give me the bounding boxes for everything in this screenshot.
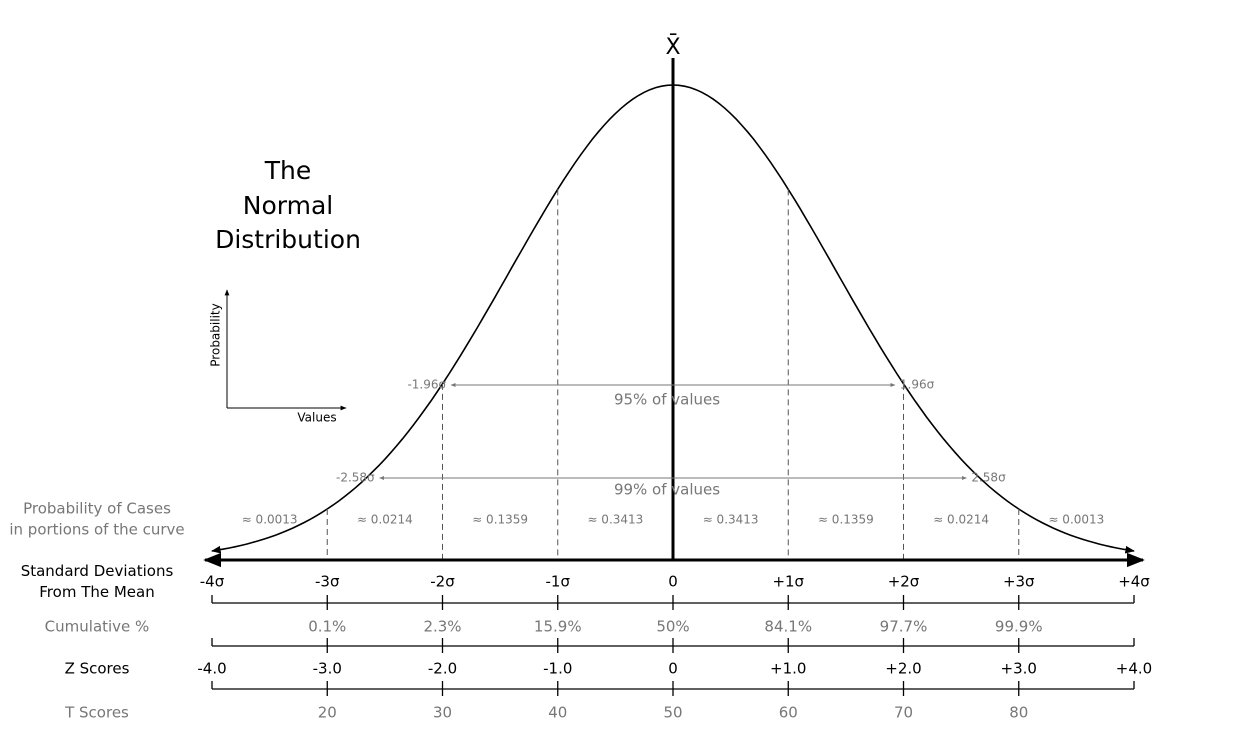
row-tick: 30 [433, 704, 452, 722]
interval-lower: -1.96σ [407, 378, 446, 392]
row-tick: 99.9% [995, 618, 1043, 636]
row-label: T Scores [64, 704, 129, 722]
row-tick: +1σ [772, 573, 804, 591]
row-tick: -1σ [546, 573, 571, 591]
row-tick: +4.0 [1116, 660, 1152, 678]
interval-label: 99% of values [614, 481, 720, 499]
row-tick: +4σ [1118, 573, 1150, 591]
row-tick: -2.0 [428, 660, 457, 678]
row-tick: +3σ [1003, 573, 1035, 591]
row-tick: 20 [318, 704, 337, 722]
title-line: Distribution [215, 225, 361, 254]
cases-label: Probability of Cases [23, 500, 171, 518]
row-tick: 2.3% [423, 618, 461, 636]
cases-value: ≈ 0.0013 [242, 513, 298, 527]
interval-upper: 2.58σ [971, 471, 1006, 485]
row-label: Z Scores [65, 660, 130, 678]
mean-label: X̄ [665, 34, 680, 60]
row-tick: 40 [548, 704, 567, 722]
row-tick: +3.0 [1001, 660, 1037, 678]
row-tick: +2.0 [885, 660, 921, 678]
row-tick: -3σ [315, 573, 340, 591]
row-label: Cumulative % [45, 618, 150, 636]
row-label: Standard Deviations [21, 562, 174, 580]
row-tick: 15.9% [534, 618, 582, 636]
row-tick: 80 [1009, 704, 1028, 722]
row-tick: 84.1% [764, 618, 812, 636]
cases-value: ≈ 0.3413 [703, 513, 759, 527]
cases-value: ≈ 0.0214 [933, 513, 989, 527]
row-tick: -2σ [430, 573, 455, 591]
cases-value: ≈ 0.3413 [587, 513, 643, 527]
distribution: -1.96σ 1.96σ 95% of values -2.58σ 2.58σ 99% o… [9, 58, 1152, 722]
row-tick: +2σ [888, 573, 920, 591]
interval-upper: 1.96σ [900, 378, 935, 392]
cases-value: ≈ 0.0214 [357, 513, 413, 527]
row-tick: 60 [779, 704, 798, 722]
row-tick: -1.0 [543, 660, 572, 678]
row-tick: 0.1% [308, 618, 346, 636]
cases-label: in portions of the curve [9, 521, 184, 539]
title-line: The [264, 156, 312, 185]
row-tick: -4σ [200, 573, 225, 591]
row-tick: 50% [656, 618, 689, 636]
row-label: From The Mean [39, 583, 154, 601]
title-line: Normal [243, 191, 333, 220]
interval-label: 95% of values [614, 391, 720, 409]
icon-y-label: Probability [209, 303, 223, 366]
row-tick: 97.7% [880, 618, 928, 636]
row-tick: 0 [668, 573, 678, 591]
row-tick: 70 [894, 704, 913, 722]
cases-value: ≈ 0.0013 [1048, 513, 1104, 527]
row-tick: 50 [663, 704, 682, 722]
row-tick: -4.0 [197, 660, 226, 678]
interval-lower: -2.58σ [336, 471, 375, 485]
row-tick: 0 [668, 660, 678, 678]
row-tick: -3.0 [313, 660, 342, 678]
row-tick: +1.0 [770, 660, 806, 678]
icon-x-label: Values [297, 411, 336, 425]
cases-value: ≈ 0.1359 [818, 513, 874, 527]
cases-value: ≈ 0.1359 [472, 513, 528, 527]
